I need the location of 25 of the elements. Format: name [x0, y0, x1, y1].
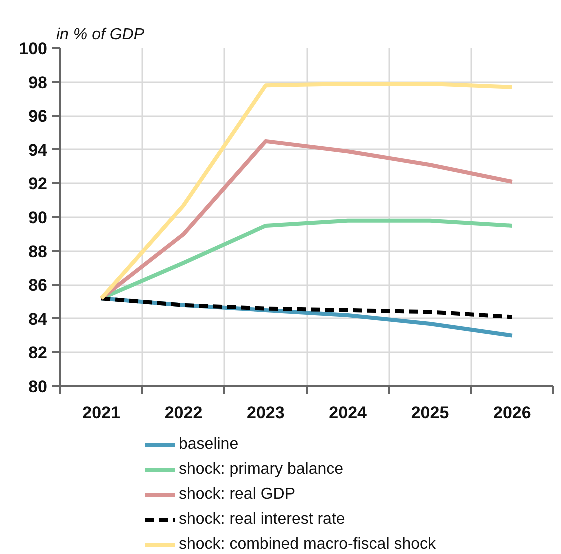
legend-label: shock: real GDP [179, 486, 296, 504]
y-tick-label: 92 [28, 174, 48, 194]
x-tick-label: 2026 [494, 404, 532, 422]
line-series [100, 296, 514, 320]
y-tick-label: 80 [28, 378, 48, 396]
y-tick-label: 94 [28, 140, 48, 160]
y-tick-label: 100 [19, 40, 48, 58]
y-tick-label: 84 [28, 310, 48, 329]
x-tick-label: 2025 [411, 404, 450, 422]
line-series [100, 82, 514, 301]
y-tick-label: 82 [28, 344, 48, 363]
y-axis-title: in % of GDP [56, 26, 145, 44]
legend-label: shock: primary balance [179, 461, 344, 479]
x-tick-label: 2024 [329, 404, 368, 422]
y-tick-label: 96 [28, 107, 48, 126]
y-tick-label: 88 [28, 242, 48, 262]
legend-label: baseline [179, 436, 239, 454]
y-tick-label: 98 [28, 73, 48, 92]
x-tick-label: 2022 [164, 404, 203, 422]
legend-label: shock: combined macro-fiscal shock [179, 536, 436, 554]
x-tick-label: 2023 [247, 404, 285, 422]
y-tick-label: 86 [28, 276, 48, 296]
x-tick-label: 2021 [82, 404, 120, 422]
y-tick-label: 90 [28, 208, 48, 228]
legend-label: shock: real interest rate [179, 511, 346, 529]
